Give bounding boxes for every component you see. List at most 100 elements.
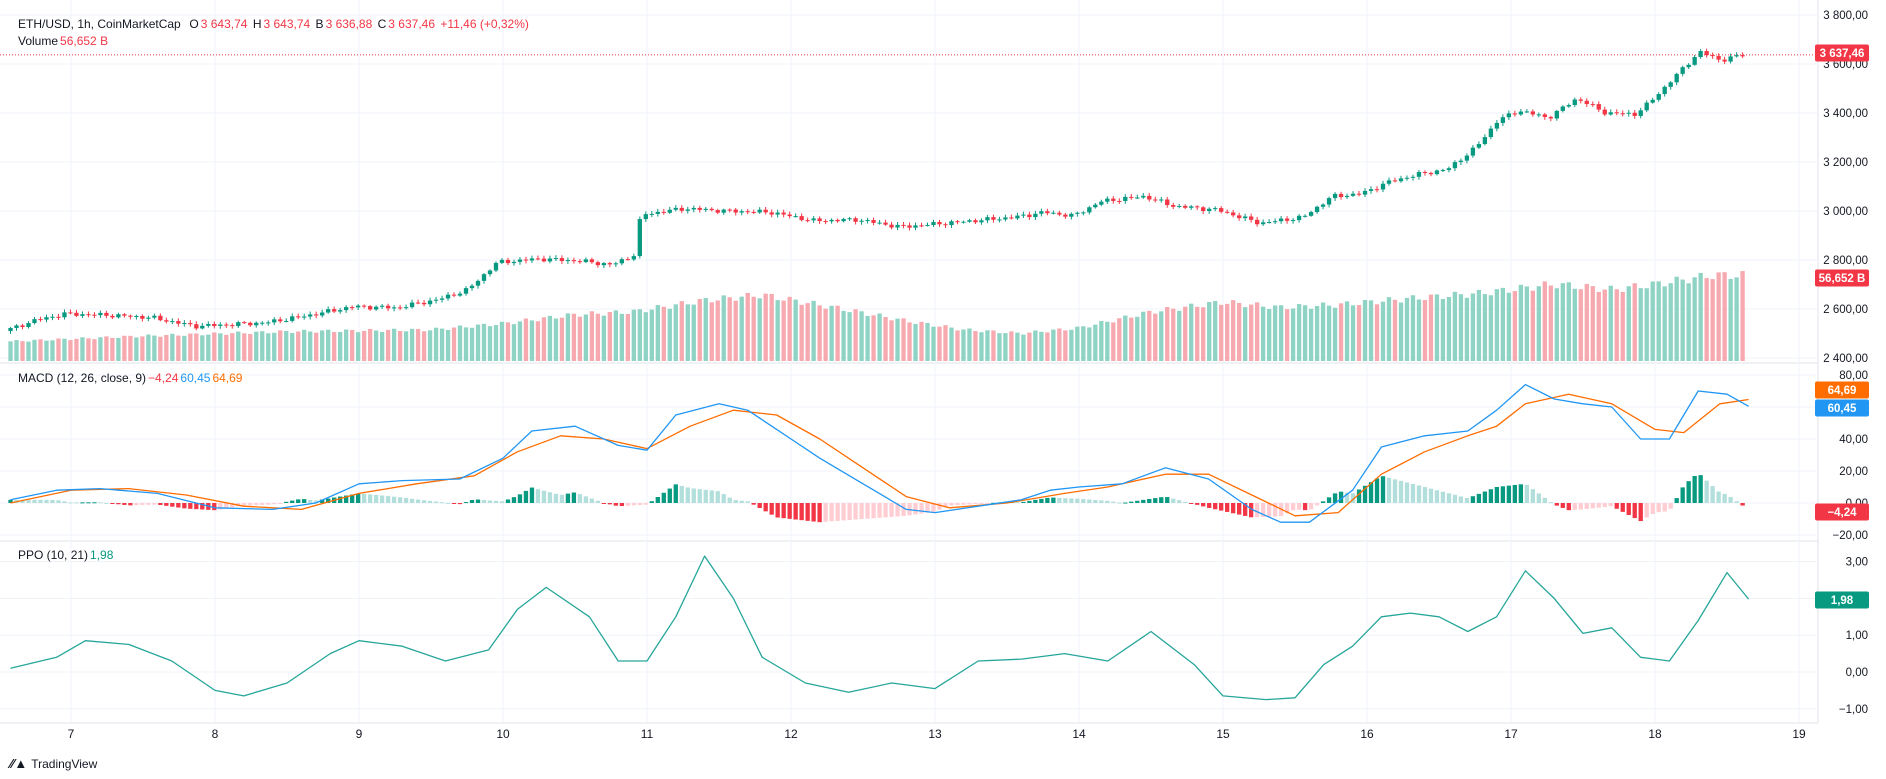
candle-body [871, 220, 876, 223]
macd-histogram-bar [1350, 493, 1356, 503]
macd-histogram-bar [224, 503, 229, 509]
tradingview-brand[interactable]: ⁄⁄▲ TradingView [10, 756, 97, 771]
candle-body [236, 322, 241, 327]
macd-histogram-bar [1296, 503, 1302, 510]
macd-histogram-bar [1440, 491, 1446, 503]
price-tick-label: 2 400,00 [1823, 353, 1868, 365]
volume-bar [1350, 305, 1356, 361]
volume-bar [991, 330, 996, 361]
candle-body [361, 305, 367, 307]
candle-body [1141, 195, 1146, 198]
macd-histogram-bar [1512, 484, 1518, 503]
candle-body [170, 321, 175, 323]
macd-label[interactable]: MACD (12, 26, close, 9) [18, 371, 147, 385]
volume-bar [1590, 286, 1595, 361]
candle-body [1159, 199, 1164, 201]
volume-bar [1698, 272, 1703, 361]
candle-body [1153, 199, 1158, 201]
candle-body [1344, 195, 1350, 198]
candle-body [373, 306, 379, 310]
volume-bar [1057, 328, 1062, 361]
candle-body [787, 214, 792, 217]
candle-body [1003, 217, 1008, 220]
macd-histogram-bar [1320, 501, 1326, 503]
symbol-label[interactable]: ETH/USD, 1h, CoinMarketCap [18, 17, 181, 31]
volume-bar [571, 313, 577, 361]
ppo-value: 1,98 [90, 548, 114, 562]
candle-body [1177, 205, 1182, 207]
macd-histogram-bar [685, 487, 690, 503]
candle-body [433, 299, 439, 301]
volume-bar [1614, 289, 1619, 361]
macd-histogram-bar [931, 503, 936, 512]
volume-bar [1248, 304, 1254, 361]
macd-histogram-bar [823, 503, 828, 522]
candle-body [1554, 110, 1559, 119]
macd-histogram-bar [212, 503, 217, 511]
volume-bar [32, 339, 37, 361]
volume-bar [655, 305, 660, 361]
candle-body [835, 219, 840, 222]
candle-body [763, 209, 768, 213]
volume-bar [463, 327, 469, 361]
candle-body [901, 224, 906, 226]
candle-body [991, 217, 996, 220]
candle-body [1728, 56, 1733, 62]
volume-bar [973, 331, 978, 361]
volume-bar [314, 332, 319, 361]
candle-body [38, 319, 43, 321]
volume-bar [1686, 283, 1691, 361]
volume-bar [871, 315, 876, 361]
macd-value: 60,45 [180, 371, 211, 385]
volume-bar [727, 297, 732, 361]
volume-bar [349, 329, 355, 361]
volume-bar [1099, 320, 1104, 361]
macd-histogram-bar [1482, 491, 1488, 503]
macd-histogram-bar [1272, 503, 1278, 517]
volume-label[interactable]: Volume [18, 34, 59, 48]
macd-histogram-bar [284, 501, 289, 503]
volume-bar [619, 313, 625, 361]
volume-bar [775, 300, 780, 361]
candle-body [1356, 193, 1362, 195]
macd-histogram-bar [1069, 498, 1074, 503]
macd-histogram-bar [853, 503, 858, 520]
candle-body [961, 221, 966, 223]
macd-histogram-bar [409, 498, 415, 503]
macd-histogram-bar [1021, 501, 1026, 503]
candle-body [343, 307, 349, 311]
volume-bar [1512, 291, 1518, 361]
candle-body [1063, 214, 1068, 217]
open-value: 3 643,74 [200, 17, 248, 31]
volume-bar [1231, 300, 1236, 361]
macd-histogram-bar [859, 503, 864, 520]
macd-histogram-bar [1195, 503, 1200, 505]
candle-body [74, 312, 79, 316]
ppo-label[interactable]: PPO (10, 21) [18, 548, 89, 562]
macd-histogram-bar [272, 503, 277, 505]
volume-bar [763, 293, 768, 361]
macd-histogram-bar [769, 503, 774, 515]
macd-histogram-bar [1248, 503, 1254, 518]
candle-body [116, 314, 121, 318]
macd-histogram-bar [835, 503, 840, 521]
candle-body [943, 224, 948, 226]
volume-bar [1638, 288, 1643, 361]
volume-bar [1081, 326, 1086, 361]
candle-body [1099, 201, 1104, 205]
macd-histogram-bar [1093, 499, 1098, 503]
macd-histogram-bar [535, 489, 541, 503]
candle-body [757, 209, 762, 213]
candle-body [1512, 113, 1518, 115]
volume-bar [583, 314, 589, 361]
volume-bar [1608, 285, 1613, 361]
volume-bar [751, 296, 756, 361]
volume-bar [703, 298, 708, 361]
volume-bar [248, 334, 253, 361]
candle-body [679, 207, 684, 211]
candle-body [811, 218, 816, 221]
volume-bar [272, 332, 277, 361]
volume-bar [529, 320, 535, 361]
macd-histogram-bar [919, 503, 924, 514]
